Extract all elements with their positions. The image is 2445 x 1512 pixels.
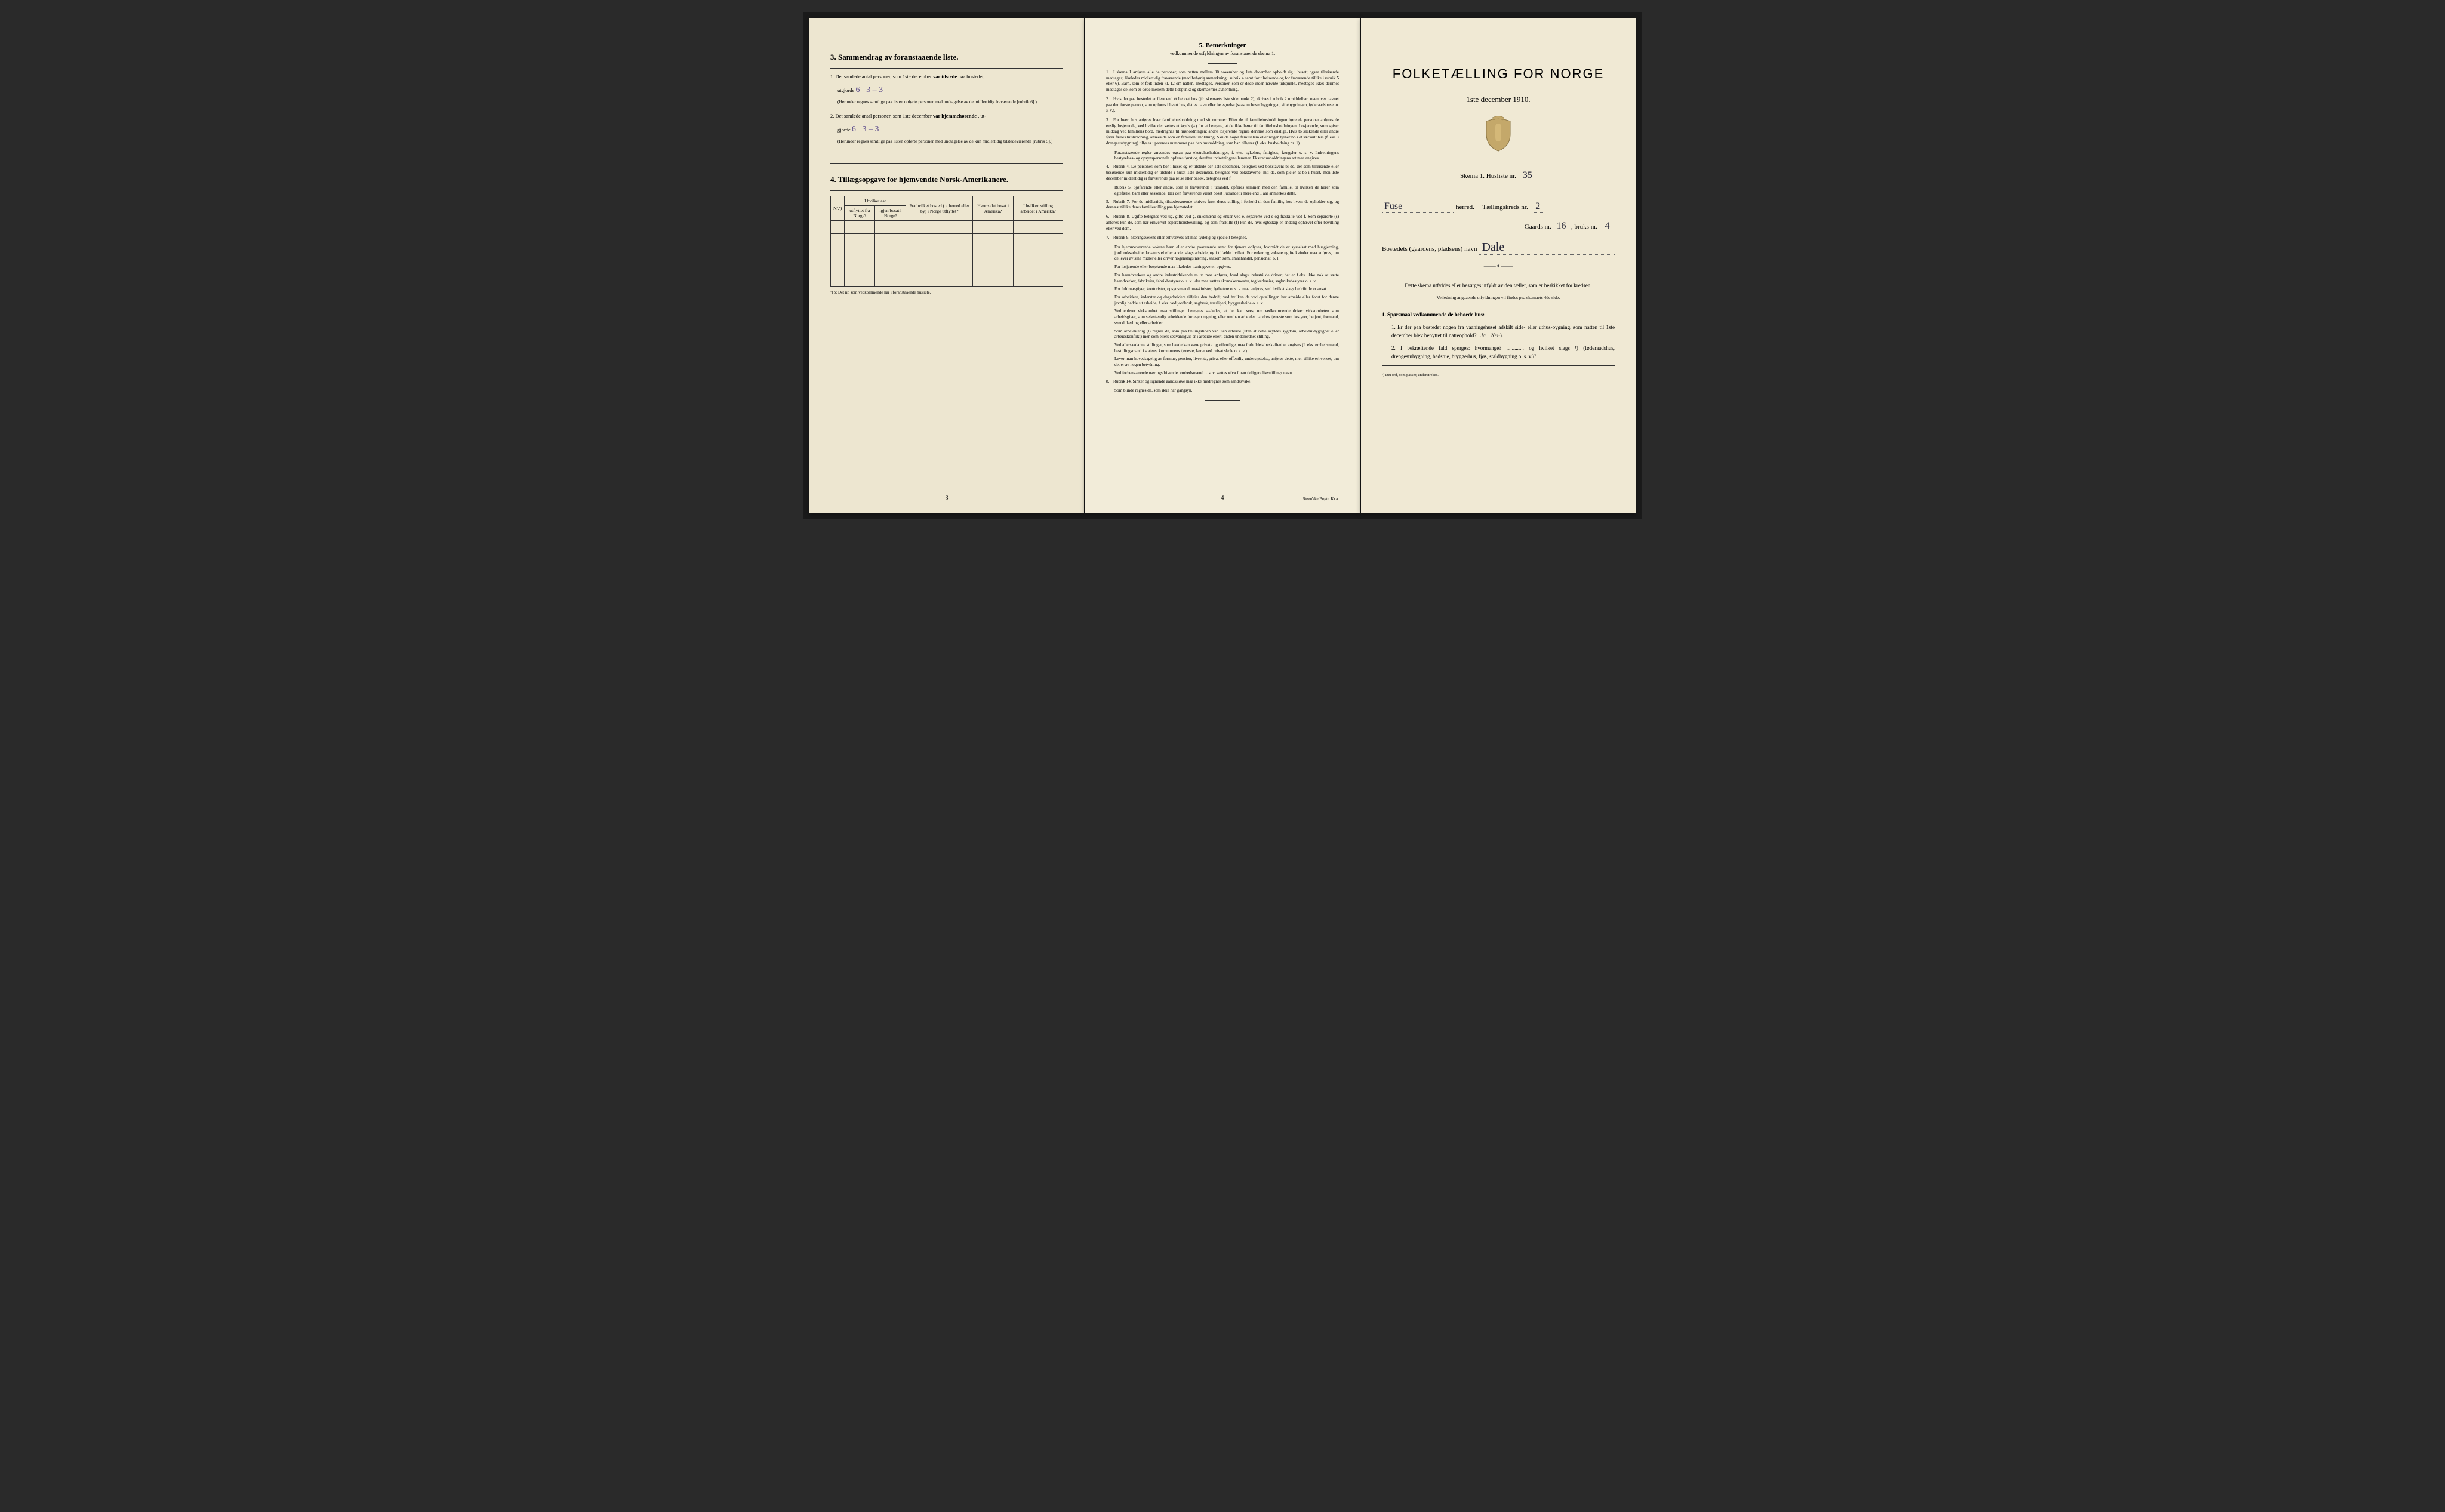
remark-sub: For arbeidere, inderster og dagarbeidere…	[1114, 295, 1339, 306]
remark-sub: Som blinde regnes de, som ikke har gangs…	[1114, 388, 1339, 394]
gaard-nr: 16	[1554, 221, 1569, 232]
kreds-nr: 2	[1531, 201, 1545, 213]
question-heading: 1. Spørsmaal vedkommende de beboede hus:	[1382, 311, 1615, 319]
item-1-value-line: utgjorde 6 3 – 3	[830, 84, 1063, 96]
remark-sub: Lever man hovedsagelig av formue, pensio…	[1114, 356, 1339, 368]
questions-block: 1. Spørsmaal vedkommende de beboede hus:…	[1382, 311, 1615, 361]
handwritten-total-2: 6	[852, 125, 856, 134]
question-2: 2. I bekræftende fald spørges: hvormange…	[1391, 344, 1615, 361]
remark-sub: For hjemmeværende voksne børn eller andr…	[1114, 245, 1339, 262]
bosted-line: Bostedets (gaardens, pladsens) navn Dale	[1382, 241, 1615, 255]
coat-of-arms-icon	[1382, 116, 1615, 155]
handwritten-total-1: 6	[855, 85, 860, 94]
rule	[1382, 365, 1615, 366]
col-utflyttet: utflyttet fra Norge?	[845, 205, 875, 220]
rule	[830, 163, 1063, 164]
remark-item: 6.Rubrik 8. Ugifte betegnes ved ug, gift…	[1106, 214, 1339, 232]
remark-sub: For haandverkere og andre industridriven…	[1114, 273, 1339, 284]
remark-item: 5.Rubrik 7. For de midlertidig tilstedev…	[1106, 199, 1339, 211]
remark-sub: Ved enhver virksomhet maa stillingen bet…	[1114, 309, 1339, 326]
item-2-line: 2. Det samlede antal personer, som 1ste …	[830, 113, 1063, 120]
col-igjen-bosat: igjen bosat i Norge?	[875, 205, 906, 220]
bruk-nr: 4	[1600, 221, 1615, 232]
handwritten-split-1: 3 – 3	[866, 85, 883, 94]
item-2-value-line: gjorde 6 3 – 3	[830, 124, 1063, 136]
page-3-sammendrag: 3. Sammendrag av foranstaaende liste. 1.…	[809, 18, 1084, 513]
col-bosted: Fra hvilket bosted (ɔ: herred eller by) …	[906, 196, 973, 220]
remarks-list: 1.I skema 1 anføres alle de personer, so…	[1106, 70, 1339, 394]
col-stilling: I hvilken stilling arbeidet i Amerika?	[1014, 196, 1063, 220]
husliste-nr: 35	[1519, 170, 1536, 181]
col-group-aar: I hvilket aar	[845, 196, 906, 205]
answer-nei-underlined: Nei	[1491, 332, 1499, 338]
remark-sub: For fuldmægtiger, kontorister, opsynsmæn…	[1114, 287, 1339, 292]
cover-footnote: ¹) Det ord, som passer, understrekes.	[1382, 373, 1615, 377]
table-footnote: ¹) ɔ: Det nr. som vedkommende har i fora…	[830, 290, 1063, 295]
remark-sub: Som arbeidsledig (l) regnes de, som paa …	[1114, 329, 1339, 340]
page-4-bemerkninger: 5. Bemerkninger vedkommende utfyldningen…	[1085, 18, 1360, 513]
census-date: 1ste december 1910.	[1382, 95, 1615, 104]
remark-sub: Ved forhenværende næringsdrivende, embed…	[1114, 371, 1339, 377]
remark-sub: Ved alle saadanne stillinger, som baade …	[1114, 343, 1339, 354]
herred-line: Fuse herred. Tællingskreds nr. 2	[1382, 201, 1615, 213]
rule	[830, 68, 1063, 69]
remark-sub: Rubrik 5. Sjøfarende eller andre, som er…	[1114, 185, 1339, 196]
remark-item: 3.For hvert hus anføres hver familiehush…	[1106, 118, 1339, 147]
table-body	[831, 220, 1063, 286]
page-cover: FOLKETÆLLING FOR NORGE 1ste december 191…	[1361, 18, 1636, 513]
census-title: FOLKETÆLLING FOR NORGE	[1382, 66, 1615, 82]
bosted-value: Dale	[1479, 241, 1615, 255]
handwritten-split-2: 3 – 3	[862, 125, 879, 134]
remark-item: 1.I skema 1 anføres alle de personer, so…	[1106, 70, 1339, 93]
page-number: 3	[946, 495, 949, 501]
section-3-heading: 3. Sammendrag av foranstaaende liste.	[830, 53, 1063, 62]
remark-item: 2.Hvis der paa bostedet er flere end ét …	[1106, 97, 1339, 114]
section-5-subtitle: vedkommende utfyldningen av foranstaaend…	[1106, 51, 1339, 56]
page-number: 4	[1221, 495, 1224, 501]
section-5-heading: 5. Bemerkninger	[1106, 42, 1339, 49]
gaard-line: Gaards nr. 16 , bruks nr. 4	[1382, 221, 1615, 232]
herred-value: Fuse	[1382, 201, 1454, 213]
ornament-icon: ――✦――	[1382, 263, 1615, 270]
col-nr: Nr.¹)	[831, 196, 845, 220]
item-1-line: 1. Det samlede antal personer, som 1ste …	[830, 73, 1063, 81]
remark-item: 8.Rubrik 14. Sinker og lignende aandsslø…	[1106, 379, 1339, 385]
section-4-heading: 4. Tillægsopgave for hjemvendte Norsk-Am…	[830, 175, 1063, 184]
rule	[1208, 63, 1237, 64]
instruction-main: Dette skema utfyldes eller besørges utfy…	[1382, 282, 1615, 290]
item-2-note: (Herunder regnes samtlige paa listen opf…	[830, 138, 1063, 145]
rule	[1205, 400, 1240, 401]
remark-item: 7.Rubrik 9. Næringsveiens eller erhverve…	[1106, 235, 1339, 241]
amerikanere-table: Nr.¹) I hvilket aar Fra hvilket bosted (…	[830, 196, 1063, 287]
printer-credit: Steen'ske Bogtr. Kr.a.	[1302, 497, 1339, 501]
instruction-sub: Veiledning angaaende utfyldningen vil fi…	[1382, 295, 1615, 300]
remark-sub: Foranstaaende regler anvendes ogsaa paa …	[1114, 150, 1339, 162]
col-amerika-bosat: Hvor sidst bosat i Amerika?	[973, 196, 1014, 220]
rule	[830, 190, 1063, 191]
remark-item: 4.Rubrik 4. De personer, som bor i huset…	[1106, 164, 1339, 181]
skema-line: Skema 1. Husliste nr. 35	[1382, 170, 1615, 181]
question-1: 1. Er der paa bostedet nogen fra vaaning…	[1391, 324, 1615, 340]
item-1-note: (Herunder regnes samtlige paa listen opf…	[830, 99, 1063, 106]
remark-sub: For losjerende eller besøkende maa likel…	[1114, 264, 1339, 270]
